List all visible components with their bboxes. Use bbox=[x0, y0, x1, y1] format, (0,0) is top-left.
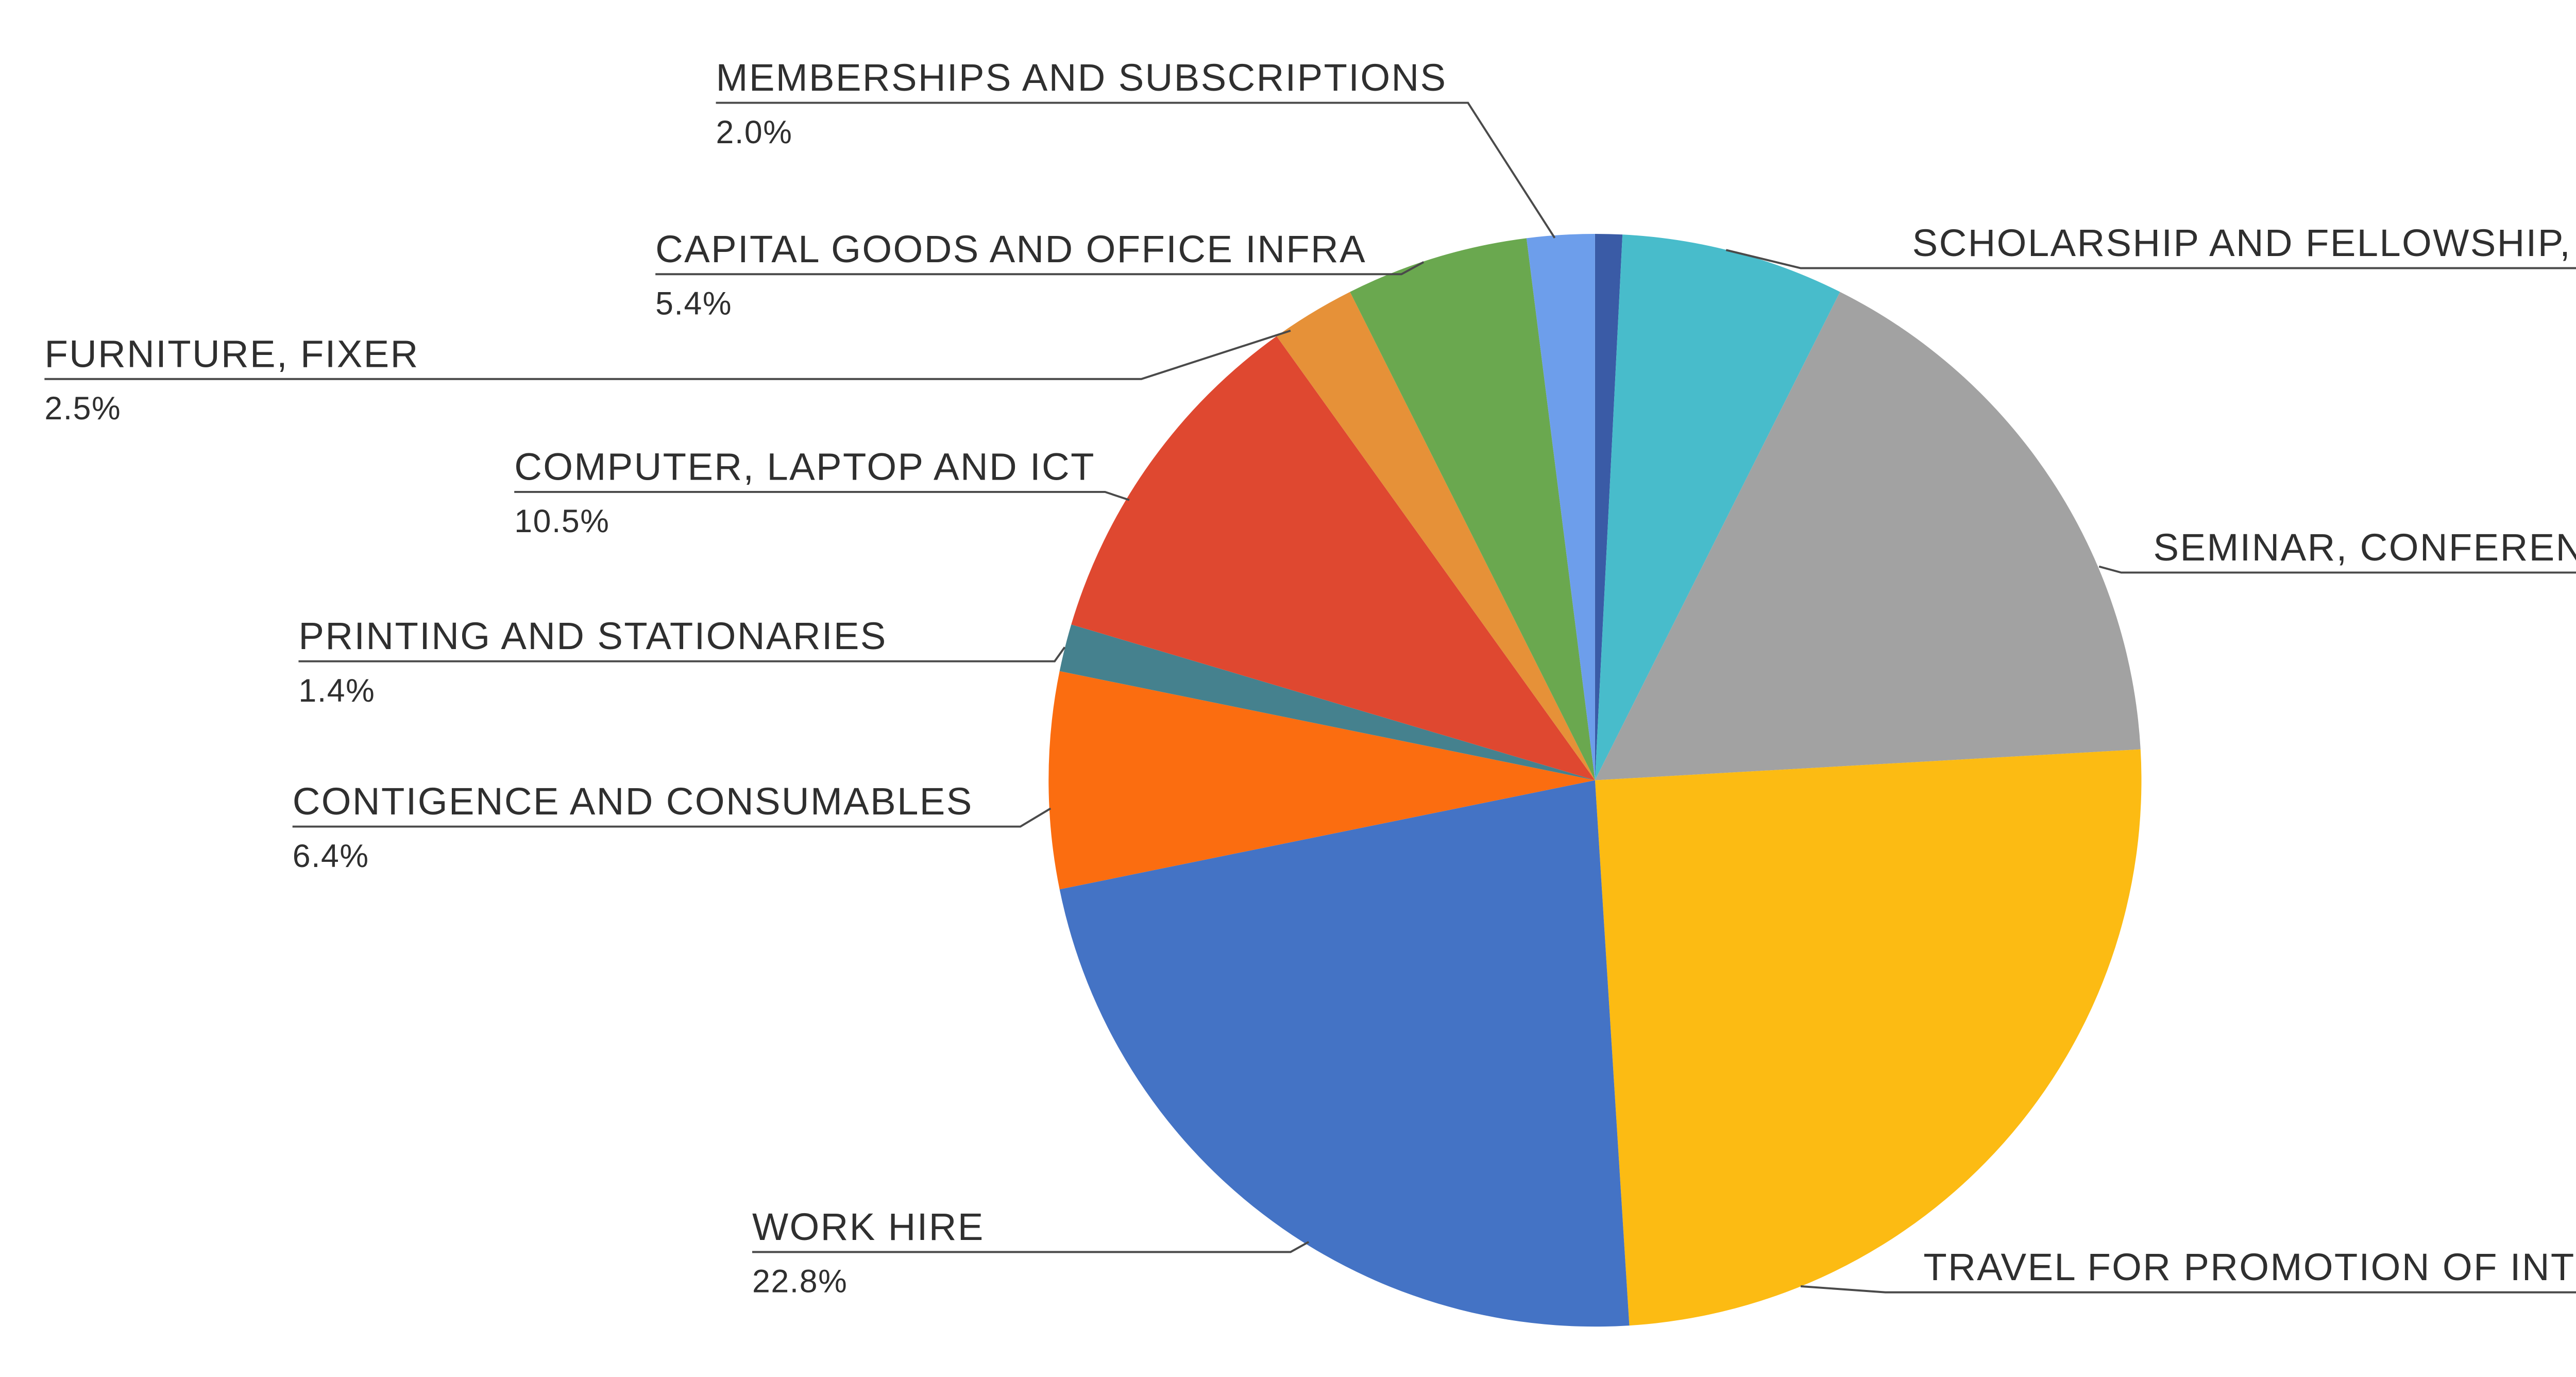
pie-slice-6 bbox=[1059, 624, 1595, 780]
leader-line bbox=[716, 101, 1556, 239]
leader-line bbox=[1725, 249, 2576, 269]
leader-line bbox=[752, 1241, 1310, 1253]
leader-line bbox=[2098, 565, 2576, 574]
slice-callout-9: CAPITAL GOODS AND OFFICE INFRA 5.4% bbox=[655, 228, 1425, 322]
pie-slice-1 bbox=[1595, 234, 1840, 780]
slice-callout-7: COMPUTER, LAPTOP AND ICT 10.5% bbox=[514, 445, 1130, 539]
slice-pct: 10.5% bbox=[514, 503, 609, 539]
pie-slice-7 bbox=[1071, 336, 1595, 780]
slice-label: CONTIGENCE AND CONSUMABLES bbox=[293, 780, 973, 823]
slice-callout-5: CONTIGENCE AND CONSUMABLES 6.4% bbox=[292, 780, 1052, 874]
slice-pct: 22.8% bbox=[752, 1264, 848, 1300]
slice-pct: 6.4% bbox=[293, 838, 369, 874]
pie-slice-5 bbox=[1048, 671, 1595, 890]
slice-callout-6: PRINTING AND STATIONARIES 1.4% bbox=[298, 615, 1066, 709]
slice-callout-10: MEMBERSHIPS AND SUBSCRIPTIONS 2.0% bbox=[716, 56, 1556, 239]
slice-label: TRAVEL FOR PROMOTION OF INTERNATIONAL RE… bbox=[1923, 1246, 2576, 1288]
slice-callout-2: SEMINAR, CONFERENCE, EVENTS AND DELE...1… bbox=[2098, 526, 2576, 574]
slice-callout-8: FURNITURE, FIXER 2.5% bbox=[44, 329, 1291, 427]
pie-slice-3 bbox=[1595, 749, 2142, 1326]
pie-slice-4 bbox=[1059, 780, 1630, 1327]
leader-line bbox=[514, 490, 1130, 501]
pie-slices bbox=[1048, 233, 2142, 1327]
pie-slice-10 bbox=[1526, 233, 1595, 780]
slice-label: FURNITURE, FIXER bbox=[44, 332, 419, 375]
leader-line bbox=[655, 261, 1425, 276]
slice-pct: 1.4% bbox=[298, 673, 375, 709]
slice-callout-4: WORK HIRE 22.8% bbox=[752, 1205, 1310, 1300]
slice-callout-3: TRAVEL FOR PROMOTION OF INTERNATIONAL RE… bbox=[1800, 1246, 2576, 1294]
slice-label: COMPUTER, LAPTOP AND ICT bbox=[514, 445, 1095, 488]
slice-label: MEMBERSHIPS AND SUBSCRIPTIONS bbox=[716, 56, 1447, 99]
pie-slice-8 bbox=[1276, 292, 1595, 780]
leader-line bbox=[44, 329, 1291, 380]
slice-label: SEMINAR, CONFERENCE, EVENTS AND DELE... bbox=[2154, 526, 2576, 569]
slice-label: CAPITAL GOODS AND OFFICE INFRA bbox=[655, 228, 1366, 270]
slice-callouts: SCHOLARSHIP AND FELLOWSHIP, AWARDS, REWA… bbox=[44, 56, 2576, 1300]
leader-line bbox=[292, 807, 1052, 828]
pie-slice-2 bbox=[1595, 292, 2141, 780]
slice-label: WORK HIRE bbox=[752, 1205, 985, 1248]
leader-line bbox=[298, 647, 1066, 662]
pie-slice-0 bbox=[1595, 233, 1623, 780]
slice-pct: 2.0% bbox=[716, 114, 793, 150]
slice-label: SCHOLARSHIP AND FELLOWSHIP, AWARDS, REWA… bbox=[1912, 222, 2576, 264]
slice-label: PRINTING AND STATIONARIES bbox=[298, 615, 887, 657]
leader-line bbox=[1800, 1285, 2576, 1294]
slice-callout-1: SCHOLARSHIP AND FELLOWSHIP, AWARDS, REWA… bbox=[1725, 222, 2576, 269]
pie-slice-9 bbox=[1350, 238, 1595, 780]
slice-pct: 5.4% bbox=[655, 286, 732, 322]
slice-pct: 2.5% bbox=[44, 390, 121, 427]
